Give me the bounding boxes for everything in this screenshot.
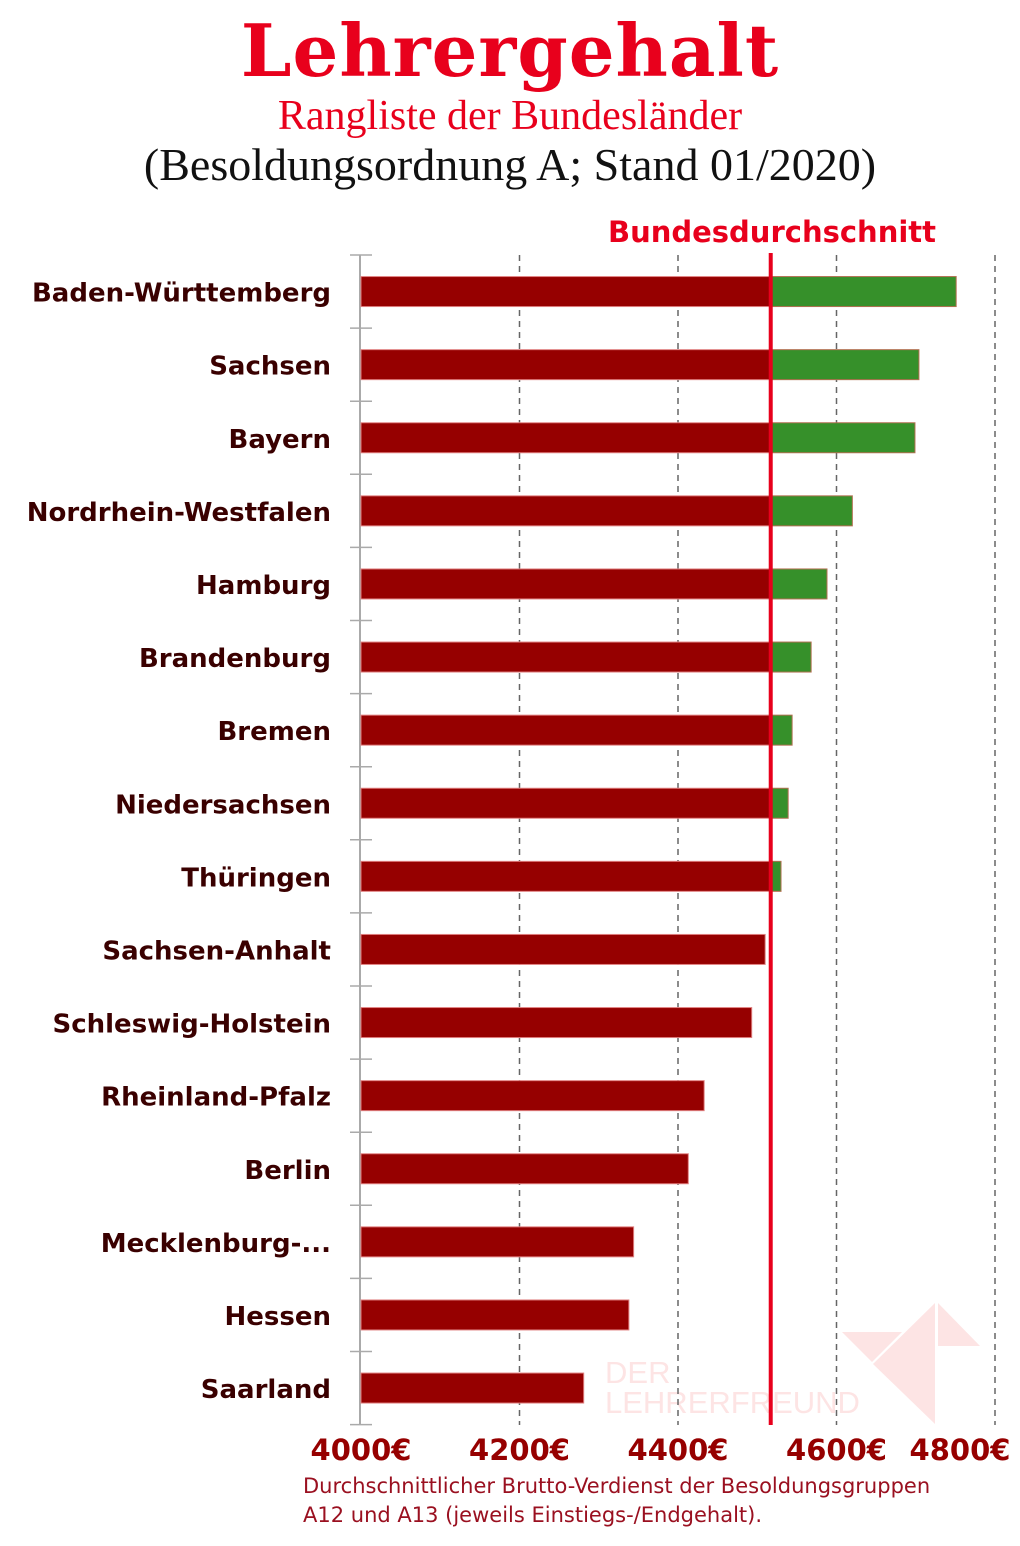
chart-title: Lehrergehalt [240,8,780,93]
x-tick-label: 4200€ [469,1433,570,1467]
bar-below-average [360,495,772,527]
bar-below-average [360,860,772,892]
bar-below-average [360,1007,753,1039]
bar-below-average [360,1299,630,1331]
category-label: Bayern [229,425,331,455]
category-label: Sachsen-Anhalt [102,936,331,966]
x-tick-label: 4600€ [786,1433,887,1467]
watermark-logo [873,1303,935,1424]
footnote-line-2: A12 und A13 (jeweils Einstiegs-/Endgehal… [303,1503,763,1527]
bar-below-average [360,276,772,308]
bar-below-average [360,1080,705,1112]
x-tick-label: 4800€ [910,1433,1011,1467]
watermark-text: DER [605,1355,670,1390]
category-label: Brandenburg [139,644,331,674]
category-label: Mecklenburg-... [101,1229,331,1259]
bar-below-average [360,349,772,381]
watermark-logo [842,1332,902,1362]
watermark-text: LEHRERFREUND [605,1385,860,1420]
category-label: Sachsen [209,352,331,382]
watermark-logo [938,1303,980,1346]
bar-below-average [360,641,772,673]
category-label: Niedersachsen [115,790,331,820]
footnote-line-1: Durchschnittlicher Brutto-Verdienst der … [303,1474,931,1498]
bar-above-average [770,422,916,454]
bar-below-average [360,787,772,819]
category-label: Bremen [217,717,331,747]
footnote: Durchschnittlicher Brutto-Verdienst der … [303,1472,930,1530]
bar-above-average [770,349,920,381]
category-label: Saarland [201,1375,331,1405]
bar-above-average [770,714,793,746]
bar-below-average [360,568,772,600]
category-label: Schleswig-Holstein [53,1010,332,1040]
category-label: Nordrhein-Westfalen [27,498,331,528]
average-line-label: Bundesdurchschnitt [608,215,936,249]
bar-below-average [360,1372,585,1404]
bar-below-average [360,1153,689,1185]
category-label: Rheinland-Pfalz [101,1083,331,1113]
bar-above-average [770,568,828,600]
bar-above-average [770,495,853,527]
bar-below-average [360,933,766,965]
category-label: Berlin [244,1156,331,1186]
category-label: Hessen [225,1302,332,1332]
category-label: Thüringen [181,863,331,893]
x-tick-label: 4000€ [311,1433,412,1467]
bar-above-average [770,787,789,819]
bar-below-average [360,714,772,746]
category-label: Hamburg [196,571,331,601]
chart-subtitle: Rangliste der Bundesländer [277,93,743,139]
bar-above-average [770,276,957,308]
bar-below-average [360,422,772,454]
bar-below-average [360,1226,635,1258]
chart-subtitle-2: (Besoldungsordnung A; Stand 01/2020) [143,139,877,190]
category-label: Baden-Württemberg [32,279,331,309]
bar-above-average [770,641,812,673]
x-tick-label: 4400€ [628,1433,729,1467]
